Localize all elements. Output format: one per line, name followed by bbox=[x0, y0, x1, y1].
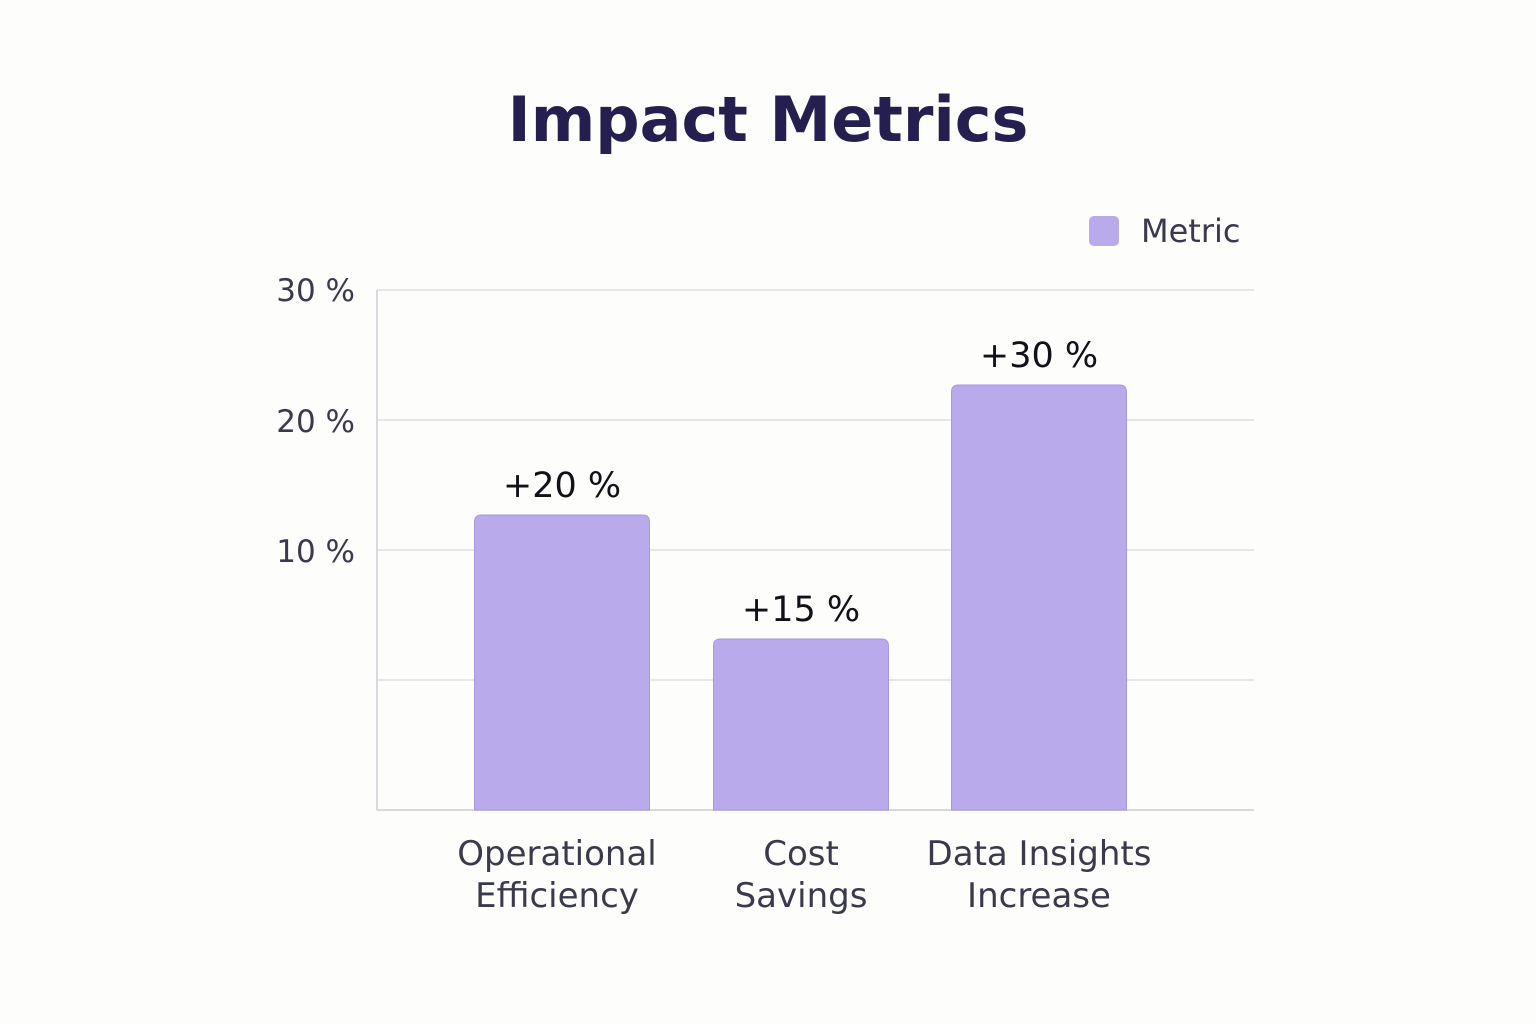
category-label: Efficiency bbox=[475, 876, 639, 916]
category-label: Increase bbox=[967, 876, 1111, 916]
legend: Metric bbox=[1089, 212, 1240, 250]
legend-swatch bbox=[1089, 216, 1119, 246]
y-tick-label: 20 % bbox=[276, 404, 355, 440]
category-label: Savings bbox=[735, 876, 868, 916]
legend-label: Metric bbox=[1141, 212, 1240, 250]
bar bbox=[474, 514, 650, 811]
bar bbox=[951, 384, 1127, 811]
category-label: Operational bbox=[457, 834, 656, 874]
category-label: Cost bbox=[763, 834, 839, 874]
data-label: +30 % bbox=[980, 336, 1098, 376]
chart-title: Impact Metrics bbox=[508, 83, 1029, 156]
data-labels: +20 % +15 % +30 % bbox=[503, 336, 1098, 630]
data-label: +20 % bbox=[503, 466, 621, 506]
y-tick-label: 30 % bbox=[276, 273, 355, 309]
y-tick-labels: 30 % 20 % 10 % bbox=[276, 273, 355, 570]
category-label: Data Insights bbox=[927, 834, 1152, 874]
bar bbox=[713, 638, 889, 811]
data-label: +15 % bbox=[742, 590, 860, 630]
y-tick-label: 10 % bbox=[276, 534, 355, 570]
bars bbox=[474, 384, 1127, 811]
